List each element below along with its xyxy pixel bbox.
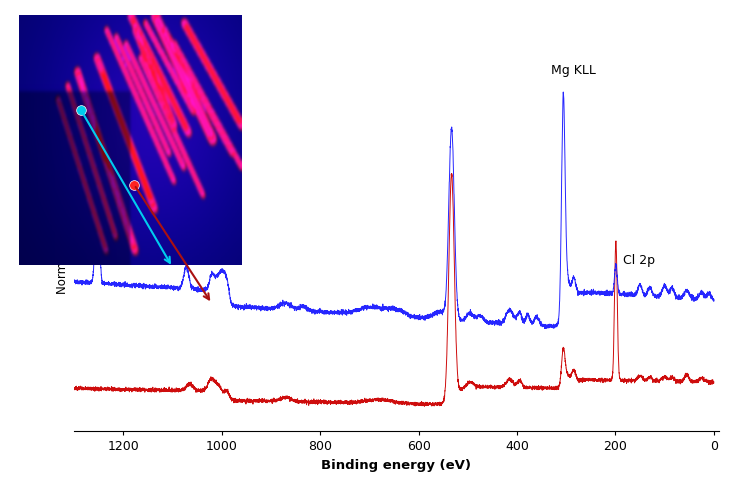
Text: Mg KLL: Mg KLL bbox=[551, 64, 597, 77]
Y-axis label: Normalised (arb. units): Normalised (arb. units) bbox=[56, 157, 69, 294]
X-axis label: Binding energy (eV): Binding energy (eV) bbox=[322, 459, 471, 472]
Text: Cl 2p: Cl 2p bbox=[622, 254, 655, 267]
